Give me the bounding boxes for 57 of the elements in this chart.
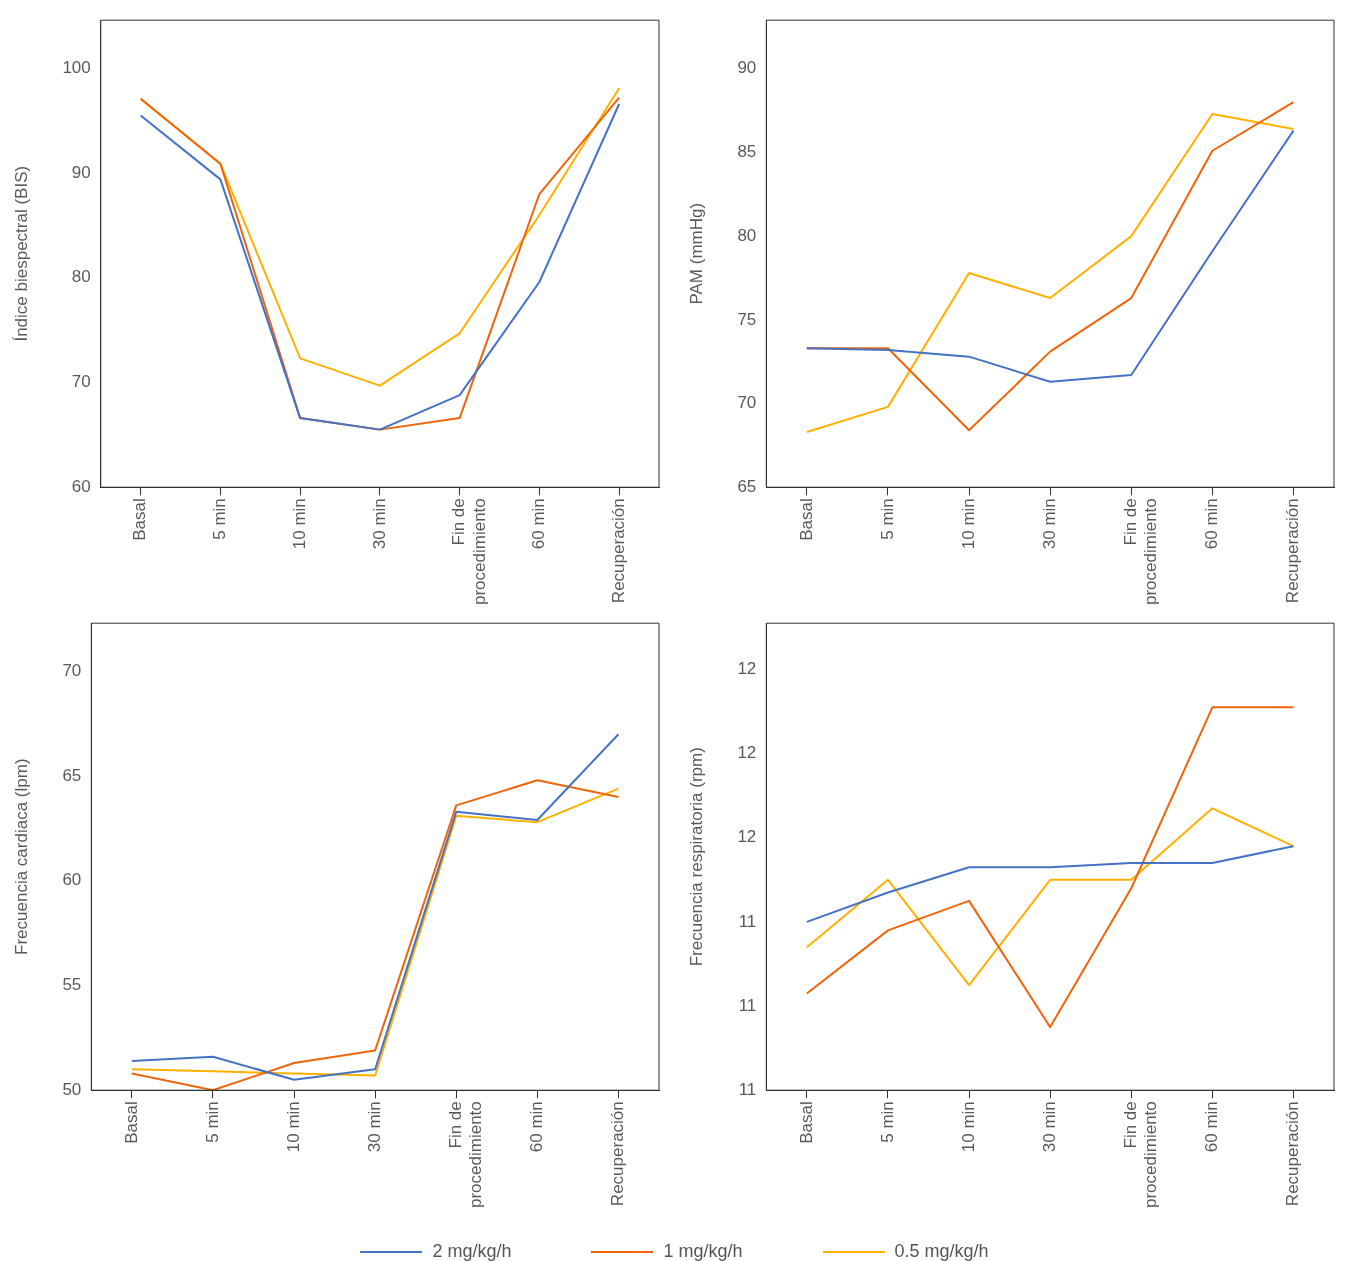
x-tick-label: Basal [796,1101,816,1144]
x-tick-label: 5 min [877,498,897,540]
legend-label: 2 mg/kg/h [432,1241,512,1261]
x-tick-label: 10 min [958,498,978,550]
y-tick-label: 11 [738,1079,757,1099]
y-tick-label: 100 [62,58,91,78]
y-tick-label: 70 [737,393,757,413]
y-axis-title: Frecuencia respiratoria (rpm) [686,747,706,967]
x-tick-label: Basal [121,1101,141,1144]
x-tick-label: 30 min [369,498,389,550]
x-tick-label: Basal [130,498,150,541]
y-tick-label: 12 [737,827,757,847]
x-tick-label: Recuperación [1283,498,1303,604]
y-tick-label: 65 [62,765,82,785]
x-tick-label: 5 min [877,1101,897,1143]
x-tick-label: 30 min [1039,498,1059,550]
y-axis-title: Frecuencia cardiaca (lpm) [11,758,31,955]
y-tick-label: 70 [62,661,82,681]
x-tick-label: 5 min [202,1101,222,1143]
legend-label: 0.5 mg/kg/h [894,1241,989,1261]
x-tick-label: Fin de procedimiento [1120,1101,1161,1208]
x-tick-label: Fin de procedimiento [449,498,489,605]
x-tick-label: Fin de procedimiento [445,1101,486,1208]
x-tick-label: 10 min [283,1101,303,1153]
legend-label: 1 mg/kg/h [663,1241,743,1261]
x-tick-label: Basal [796,498,816,541]
y-tick-label: 12 [737,659,757,679]
y-tick-label: 70 [71,372,91,392]
y-tick-label: 50 [62,1079,82,1099]
y-tick-label: 11 [738,995,757,1015]
x-tick-label: 30 min [364,1101,384,1153]
x-tick-label: Recuperación [608,498,628,604]
y-axis-title: Índice biespectral (BIS) [11,165,31,342]
y-tick-label: 60 [62,870,82,890]
y-tick-label: 75 [737,309,757,329]
y-axis-title: PAM (mmHg) [686,202,706,305]
y-tick-label: 80 [737,225,757,245]
y-tick-label: 60 [71,476,91,496]
y-tick-label: 12 [737,743,757,763]
y-tick-label: 90 [71,162,91,182]
x-tick-label: 5 min [210,498,230,540]
y-tick-label: 80 [71,267,91,287]
y-tick-label: 90 [737,58,757,78]
y-tick-label: 11 [738,911,757,931]
x-tick-label: Recuperación [608,1101,628,1207]
y-tick-label: 85 [737,142,757,162]
x-tick-label: 30 min [1039,1101,1059,1153]
x-tick-label: 10 min [958,1101,978,1153]
x-tick-label: Recuperación [1283,1101,1303,1207]
x-tick-label: 60 min [1202,498,1222,550]
x-tick-label: 60 min [527,1101,547,1153]
x-tick-label: 10 min [289,498,309,550]
y-tick-label: 55 [62,975,82,995]
x-tick-label: Fin de procedimiento [1120,498,1161,605]
y-tick-label: 65 [737,476,757,496]
x-tick-label: 60 min [529,498,549,550]
x-tick-label: 60 min [1202,1101,1222,1153]
